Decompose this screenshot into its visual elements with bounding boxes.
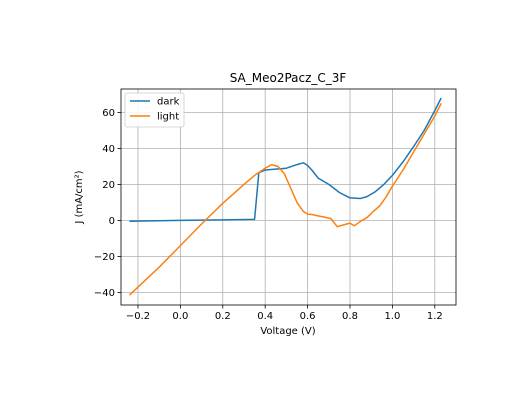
- y-axis-ticks: −40 −20 0 20 40 60: [94, 108, 121, 299]
- x-tick-label: 0.8: [342, 311, 358, 322]
- y-tick-label: 20: [102, 180, 115, 191]
- y-tick-label: −40: [94, 288, 115, 299]
- x-tick-label: 1.2: [427, 311, 443, 322]
- x-tick-label: 0.6: [300, 311, 316, 322]
- legend-label-light: light: [157, 112, 179, 123]
- plot-area-frame: [120, 88, 457, 306]
- x-axis-ticks: −0.2 0.0 0.2 0.4 0.6 0.8 1.0 1.2: [126, 305, 443, 322]
- y-tick-label: −20: [94, 252, 115, 263]
- series-lines: [128, 97, 442, 296]
- series-line-light: [128, 103, 442, 296]
- chart-title: SA_Meo2Pacz_C_3F: [230, 71, 347, 85]
- y-tick-label: 60: [102, 108, 115, 119]
- y-tick-label: 0: [109, 216, 115, 227]
- x-axis-label: Voltage (V): [260, 326, 315, 337]
- y-tick-label: 40: [102, 144, 115, 155]
- x-tick-label: 0.0: [172, 311, 188, 322]
- x-tick-label: 1.0: [384, 311, 400, 322]
- legend: dark light: [124, 92, 185, 128]
- x-tick-label: −0.2: [126, 311, 150, 322]
- y-axis-label: J (mA/cm²): [74, 170, 85, 224]
- x-tick-label: 0.2: [215, 311, 231, 322]
- x-tick-label: 0.4: [257, 311, 273, 322]
- legend-label-dark: dark: [157, 97, 180, 108]
